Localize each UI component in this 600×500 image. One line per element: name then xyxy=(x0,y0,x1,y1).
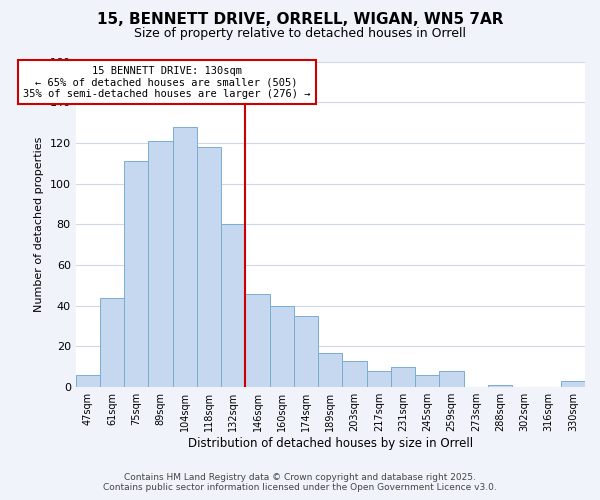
Bar xyxy=(415,375,439,387)
Y-axis label: Number of detached properties: Number of detached properties xyxy=(34,136,44,312)
Bar xyxy=(270,306,294,387)
Bar xyxy=(343,360,367,387)
Text: 15 BENNETT DRIVE: 130sqm
← 65% of detached houses are smaller (505)
35% of semi-: 15 BENNETT DRIVE: 130sqm ← 65% of detach… xyxy=(23,66,310,99)
Bar xyxy=(294,316,318,387)
X-axis label: Distribution of detached houses by size in Orrell: Distribution of detached houses by size … xyxy=(188,437,473,450)
Bar xyxy=(439,371,464,387)
Text: 15, BENNETT DRIVE, ORRELL, WIGAN, WN5 7AR: 15, BENNETT DRIVE, ORRELL, WIGAN, WN5 7A… xyxy=(97,12,503,28)
Bar xyxy=(367,371,391,387)
Bar xyxy=(76,375,100,387)
Text: Contains HM Land Registry data © Crown copyright and database right 2025.
Contai: Contains HM Land Registry data © Crown c… xyxy=(103,473,497,492)
Bar xyxy=(173,126,197,387)
Bar xyxy=(561,381,585,387)
Bar xyxy=(148,141,173,387)
Bar xyxy=(197,147,221,387)
Bar xyxy=(100,298,124,387)
Bar xyxy=(221,224,245,387)
Text: Size of property relative to detached houses in Orrell: Size of property relative to detached ho… xyxy=(134,28,466,40)
Bar xyxy=(124,161,148,387)
Bar xyxy=(245,294,270,387)
Bar xyxy=(488,385,512,387)
Bar xyxy=(391,367,415,387)
Bar xyxy=(318,352,343,387)
